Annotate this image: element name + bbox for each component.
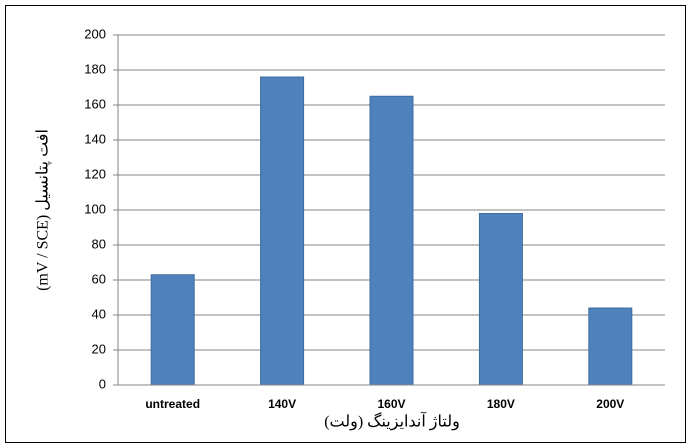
y-tick-label: 20: [92, 341, 106, 356]
x-tick-label: 200V: [596, 397, 624, 411]
y-tick-label: 40: [92, 306, 106, 321]
y-tick-label: 0: [99, 376, 106, 391]
bar: [478, 213, 523, 386]
y-tick-label: 160: [84, 96, 106, 111]
y-tick-label: 140: [84, 131, 106, 146]
x-tick-label: 160V: [377, 397, 405, 411]
x-tick-label: 140V: [268, 397, 296, 411]
y-tick-label: 180: [84, 61, 106, 76]
y-axis-label: افت پتانسیل (mV / SCE): [35, 129, 52, 291]
bar: [588, 307, 633, 386]
y-tick-label: 80: [92, 236, 106, 251]
x-tick-label: 180V: [487, 397, 515, 411]
y-tick-label: 100: [84, 201, 106, 216]
bar: [150, 274, 195, 386]
bar: [260, 76, 305, 386]
bar: [369, 95, 414, 386]
x-tick-label: untreated: [145, 397, 200, 411]
chart-border: [5, 5, 686, 443]
y-tick-label: 120: [84, 166, 106, 181]
x-axis-label: ولتاژ آندایزینگ (ولت): [324, 411, 460, 431]
y-tick-label: 60: [92, 271, 106, 286]
y-tick-label: 200: [84, 26, 106, 41]
